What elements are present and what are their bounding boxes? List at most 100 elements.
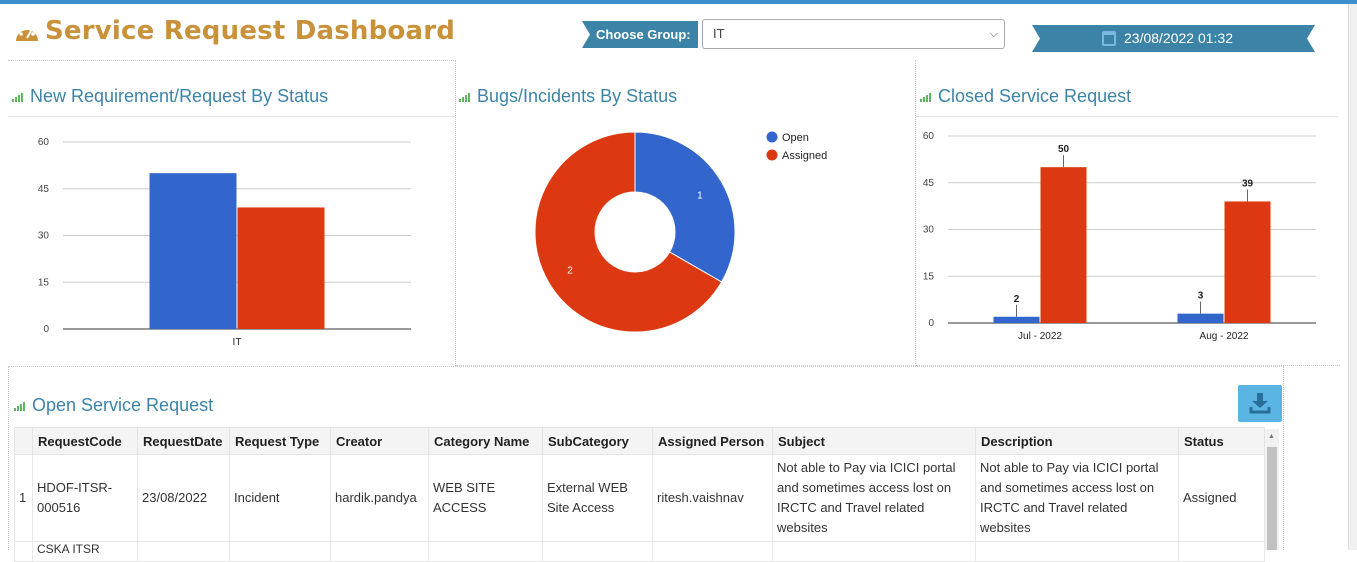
cell-request-type: Incident (229, 454, 331, 542)
closed-title: Closed Service Request (920, 86, 1131, 107)
row-index (14, 541, 33, 562)
col-request-type[interactable]: Request Type (229, 427, 331, 455)
cell-subject: Not able to Pay via ICICI portal and som… (772, 454, 976, 542)
y-tick-label: 45 (923, 178, 935, 189)
page-title: Service Request Dashboard (45, 16, 456, 46)
y-tick-label: 45 (38, 184, 50, 195)
col-category-name[interactable]: Category Name (428, 427, 543, 455)
cell-empty (330, 541, 429, 562)
signal-icon (14, 401, 28, 412)
cell-empty (542, 541, 653, 562)
bar (1224, 201, 1271, 323)
closed-panel (916, 60, 1340, 366)
bar (1040, 167, 1087, 323)
closed-chart: 0 15 30 45 60 2 50 Jul - 2022 3 39 Aug - 2022 (923, 131, 1316, 342)
table-scrollbar[interactable]: ▲ (1265, 429, 1279, 550)
bar (237, 207, 325, 329)
download-icon (1249, 393, 1271, 414)
slice-label: 2 (567, 266, 573, 277)
pie-slice (634, 131, 736, 283)
y-tick-label: 0 (928, 318, 934, 329)
new-requirement-panel (8, 60, 456, 366)
header: Service Request Dashboard Choose Group: … (0, 4, 1347, 58)
page-scrollbar[interactable] (1348, 4, 1357, 550)
data-label: 50 (1058, 144, 1070, 155)
data-label: 39 (1242, 178, 1254, 189)
download-button[interactable] (1238, 385, 1282, 422)
open-requests-table: RequestCode RequestDate Request Type Cre… (14, 427, 1265, 562)
group-select[interactable]: IT ⌵ (702, 19, 1005, 49)
data-label: 3 (1198, 291, 1204, 302)
y-tick-label: 30 (38, 231, 50, 242)
calendar-icon (1102, 31, 1116, 46)
cell-creator: hardik.pandya (330, 454, 429, 542)
data-label: 2 (1014, 294, 1020, 305)
new-requirement-chart: 0 15 30 45 60 IT (38, 137, 411, 348)
bar (1177, 313, 1224, 323)
y-tick-label: 60 (923, 131, 935, 142)
cell-empty (428, 541, 543, 562)
top-accent-strip (0, 0, 1357, 4)
cell-empty (772, 541, 976, 562)
x-tick-label: Jul - 2022 (1018, 331, 1062, 342)
y-tick-label: 0 (43, 324, 49, 335)
col-subcategory[interactable]: SubCategory (542, 427, 653, 455)
legend-marker (766, 131, 778, 143)
cell-empty (975, 541, 1179, 562)
y-tick-label: 15 (923, 271, 935, 282)
cell-empty (1178, 541, 1265, 562)
signal-icon (459, 92, 473, 103)
legend-marker (766, 149, 778, 161)
col-status[interactable]: Status (1178, 427, 1265, 455)
bar (149, 173, 237, 329)
col-assigned-person[interactable]: Assigned Person (652, 427, 773, 455)
pie-slice (534, 131, 723, 333)
cell-empty (229, 541, 331, 562)
cell-category: WEB SITE ACCESS (428, 454, 543, 542)
slice-label: 1 (697, 191, 703, 202)
choose-group-label: Choose Group: (582, 21, 698, 48)
col-creator[interactable]: Creator (330, 427, 429, 455)
signal-icon (920, 92, 934, 103)
open-requests-panel (8, 366, 1284, 550)
row-index: 1 (14, 454, 33, 542)
table-row[interactable]: 1 HDOF-ITSR-000516 23/08/2022 Incident h… (14, 454, 1265, 542)
bar (993, 316, 1040, 323)
new-requirement-title: New Requirement/Request By Status (12, 86, 328, 107)
cell-request-code: CSKA ITSR (32, 541, 138, 562)
datetime-ribbon: 23/08/2022 01:32 (1032, 25, 1315, 52)
open-requests-title: Open Service Request (14, 395, 213, 416)
x-tick-label: Aug - 2022 (1200, 331, 1249, 342)
chevron-down-icon: ⌵ (989, 28, 998, 40)
col-request-code[interactable]: RequestCode (32, 427, 138, 455)
legend-label: Assigned (782, 150, 827, 162)
cell-status: Assigned (1178, 454, 1265, 542)
dashboard-gauge-icon (16, 25, 38, 41)
datetime-text: 23/08/2022 01:32 (1124, 30, 1233, 46)
cell-empty (652, 541, 773, 562)
bugs-title: Bugs/Incidents By Status (459, 86, 677, 107)
y-tick-label: 60 (38, 137, 50, 148)
cell-empty (137, 541, 230, 562)
col-description[interactable]: Description (975, 427, 1179, 455)
col-subject[interactable]: Subject (772, 427, 976, 455)
panel-divider (916, 116, 1338, 117)
col-index (14, 427, 33, 455)
signal-icon (12, 92, 26, 103)
cell-description: Not able to Pay via ICICI portal and som… (975, 454, 1179, 542)
y-tick-label: 15 (38, 277, 50, 288)
x-tick-label: IT (233, 337, 242, 348)
cell-assigned-person: ritesh.vaishnav (652, 454, 773, 542)
cell-request-date: 23/08/2022 (137, 454, 230, 542)
legend-label: Open (782, 132, 809, 144)
y-tick-label: 30 (923, 225, 935, 236)
panel-divider (8, 116, 455, 117)
cell-subcategory: External WEB Site Access (542, 454, 653, 542)
bugs-chart: 1 2 Open Assigned (534, 131, 827, 333)
scroll-up-arrow-icon[interactable]: ▲ (1268, 433, 1275, 440)
col-request-date[interactable]: RequestDate (137, 427, 230, 455)
group-select-value: IT (713, 26, 725, 41)
bugs-panel (456, 60, 916, 366)
table-row[interactable]: CSKA ITSR (14, 541, 1265, 562)
scrollbar-thumb[interactable] (1267, 447, 1277, 550)
